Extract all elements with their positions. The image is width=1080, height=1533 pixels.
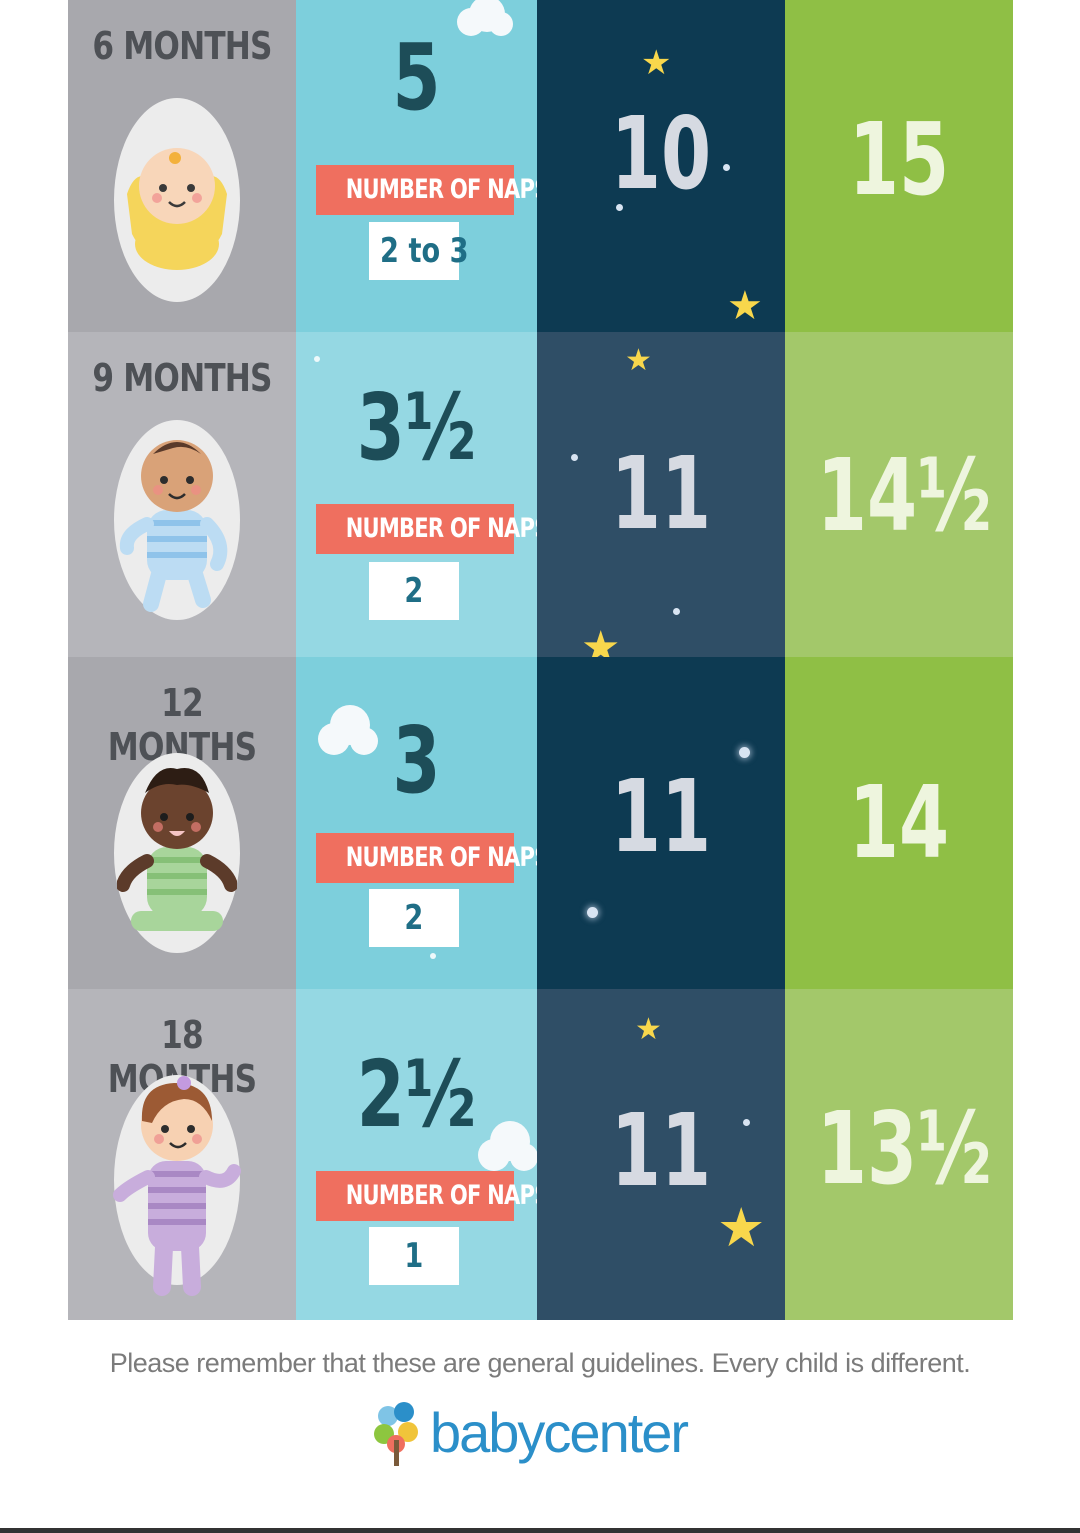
tree-icon bbox=[374, 1402, 418, 1466]
nap-cell: 3½ NUMBER OF NAPS: 2 bbox=[296, 332, 537, 657]
star-icon: ★ bbox=[641, 43, 672, 83]
total-hours: 14½ bbox=[816, 437, 992, 554]
sparkle-dot bbox=[430, 953, 436, 959]
night-hours: 10 bbox=[610, 95, 712, 212]
purple-striped-baby-icon bbox=[113, 1076, 241, 1296]
nap-hours: 3 bbox=[392, 707, 441, 814]
avatar bbox=[113, 1075, 241, 1296]
avatar bbox=[114, 98, 240, 302]
nap-hours: 3½ bbox=[356, 374, 477, 481]
star-icon: ★ bbox=[727, 283, 763, 329]
star-dot bbox=[571, 454, 578, 461]
avatar bbox=[114, 753, 240, 953]
bottom-divider bbox=[0, 1528, 1080, 1533]
star-dot bbox=[743, 1119, 750, 1126]
star-dot bbox=[723, 164, 730, 171]
sparkle-dot bbox=[314, 356, 320, 362]
nap-cell: 3 NUMBER OF NAPS: 2 bbox=[296, 657, 537, 989]
nap-count: 2 bbox=[369, 889, 459, 947]
total-cell: 14 bbox=[785, 657, 1013, 989]
star-dot bbox=[673, 608, 680, 615]
night-cell: 11 bbox=[537, 657, 785, 989]
total-hours: 13½ bbox=[816, 1090, 992, 1207]
night-hours: 11 bbox=[610, 435, 712, 552]
total-cell: 13½ bbox=[785, 989, 1013, 1320]
night-hours: 11 bbox=[610, 1092, 712, 1209]
night-cell: ★ ★ 11 bbox=[537, 989, 785, 1320]
nap-cell: 2½ NUMBER OF NAPS: 1 bbox=[296, 989, 537, 1320]
nap-label: NUMBER OF NAPS: bbox=[316, 1171, 537, 1221]
age-cell: 12 MONTHS bbox=[68, 657, 296, 989]
nap-count: 2 bbox=[369, 562, 459, 620]
age-cell: 6 MONTHS bbox=[68, 0, 296, 332]
nap-count: 2 to 3 bbox=[369, 222, 469, 280]
babycenter-logo[interactable]: babycenter bbox=[374, 1398, 714, 1468]
star-icon: ★ bbox=[635, 1012, 662, 1047]
total-hours: 15 bbox=[848, 101, 950, 218]
cloud-icon bbox=[318, 705, 378, 755]
age-label: 6 MONTHS bbox=[92, 24, 272, 68]
nap-label: NUMBER OF NAPS: bbox=[316, 165, 537, 215]
sleep-chart-grid: 6 MONTHS 5 NUMBER OF NAPS: 2 to 3 bbox=[68, 0, 1013, 1320]
star-icon: ★ bbox=[717, 1196, 766, 1259]
nap-cell: 5 NUMBER OF NAPS: 2 to 3 bbox=[296, 0, 537, 332]
total-cell: 14½ bbox=[785, 332, 1013, 657]
star-dot bbox=[616, 204, 623, 211]
cloud-icon bbox=[478, 1121, 537, 1171]
star-icon: ★ bbox=[625, 343, 652, 378]
nap-label: NUMBER OF NAPS: bbox=[316, 504, 537, 554]
star-icon: ★ bbox=[581, 622, 621, 658]
age-cell: 18 MONTHS bbox=[68, 989, 296, 1320]
green-striped-baby-icon bbox=[117, 768, 237, 931]
yellow-bunting-baby-icon bbox=[127, 148, 227, 270]
nap-label: NUMBER OF NAPS: bbox=[316, 833, 537, 883]
nap-hours: 2½ bbox=[356, 1041, 477, 1148]
cloud-icon bbox=[457, 0, 513, 36]
nap-count: 1 bbox=[369, 1227, 459, 1285]
age-cell: 9 MONTHS bbox=[68, 332, 296, 657]
age-label: 9 MONTHS bbox=[92, 356, 272, 400]
nap-hours: 5 bbox=[392, 24, 441, 131]
night-cell: ★ ★ 10 bbox=[537, 0, 785, 332]
age-label: 12 MONTHS bbox=[107, 681, 257, 769]
avatar bbox=[114, 420, 240, 620]
star-dot bbox=[739, 747, 750, 758]
star-dot bbox=[587, 907, 598, 918]
night-hours: 11 bbox=[610, 758, 712, 875]
total-cell: 15 bbox=[785, 0, 1013, 332]
logo-text: babycenter bbox=[430, 1401, 689, 1464]
total-hours: 14 bbox=[848, 764, 950, 881]
blue-striped-baby-icon bbox=[119, 440, 228, 612]
night-cell: ★ ★ 11 bbox=[537, 332, 785, 657]
footer-note: Please remember that these are general g… bbox=[109, 1348, 971, 1378]
